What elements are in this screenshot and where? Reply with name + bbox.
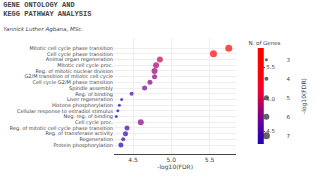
svg-text:Liver regeneration: Liver regeneration: [67, 96, 113, 103]
svg-text:-log10(FDR): -log10(FDR): [300, 78, 308, 114]
svg-text:N. of Genes: N. of Genes: [248, 40, 280, 46]
svg-text:Reg. of transferase activity: Reg. of transferase activity: [45, 130, 113, 137]
svg-text:Cell cycle proc.: Cell cycle proc.: [75, 119, 113, 126]
svg-text:Cellular response to estradiol: Cellular response to estradiol stimulus: [17, 108, 113, 115]
svg-text:5.5: 5.5: [205, 156, 215, 163]
svg-text:4.5: 4.5: [266, 128, 275, 134]
svg-text:6: 6: [286, 114, 290, 120]
svg-text:Spindle assembly: Spindle assembly: [69, 85, 113, 92]
svg-text:4.5: 4.5: [128, 156, 138, 163]
svg-text:Protein phosphorylation: Protein phosphorylation: [53, 142, 113, 149]
svg-text:Yannick Luther Agbana, MSc.: Yannick Luther Agbana, MSc.: [3, 26, 83, 33]
svg-text:5: 5: [286, 95, 290, 101]
svg-text:Regeneration: Regeneration: [79, 136, 113, 143]
svg-text:5.0: 5.0: [266, 96, 275, 102]
svg-text:-log10(FDR): -log10(FDR): [157, 163, 193, 171]
svg-text:4: 4: [286, 76, 290, 82]
svg-text:G2/M transition of mitotic cel: G2/M transition of mitotic cell cycle: [24, 73, 113, 80]
svg-text:Mitotic cell cycle phase trans: Mitotic cell cycle phase transition: [29, 45, 113, 52]
svg-text:5.0: 5.0: [167, 156, 177, 163]
svg-text:Cell cycle phase transition: Cell cycle phase transition: [47, 51, 113, 58]
svg-text:Cell cycle G2/M phase transiti: Cell cycle G2/M phase transition: [32, 79, 113, 86]
svg-text:Neg. reg. of binding: Neg. reg. of binding: [63, 113, 113, 120]
svg-text:5.5: 5.5: [266, 64, 275, 70]
svg-text:Reg. of mitotic cell cycle pha: Reg. of mitotic cell cycle phase transit…: [10, 125, 113, 132]
svg-text:3: 3: [286, 57, 290, 63]
svg-text:7: 7: [286, 133, 290, 139]
svg-text:Animal organ regeneration: Animal organ regeneration: [46, 56, 113, 63]
svg-text:Reg. of binding: Reg. of binding: [75, 91, 113, 98]
svg-text:Reg. of mitotic nuclear divisi: Reg. of mitotic nuclear division: [36, 68, 113, 75]
svg-text:Histone phosphorylation: Histone phosphorylation: [52, 102, 113, 109]
svg-text:GENE ONTOLOGY ANDKEGG PATHWAY: GENE ONTOLOGY ANDKEGG PATHWAY ANALYSIS: [3, 1, 91, 18]
svg-text:Mitotic cell cycle proc.: Mitotic cell cycle proc.: [57, 62, 113, 69]
